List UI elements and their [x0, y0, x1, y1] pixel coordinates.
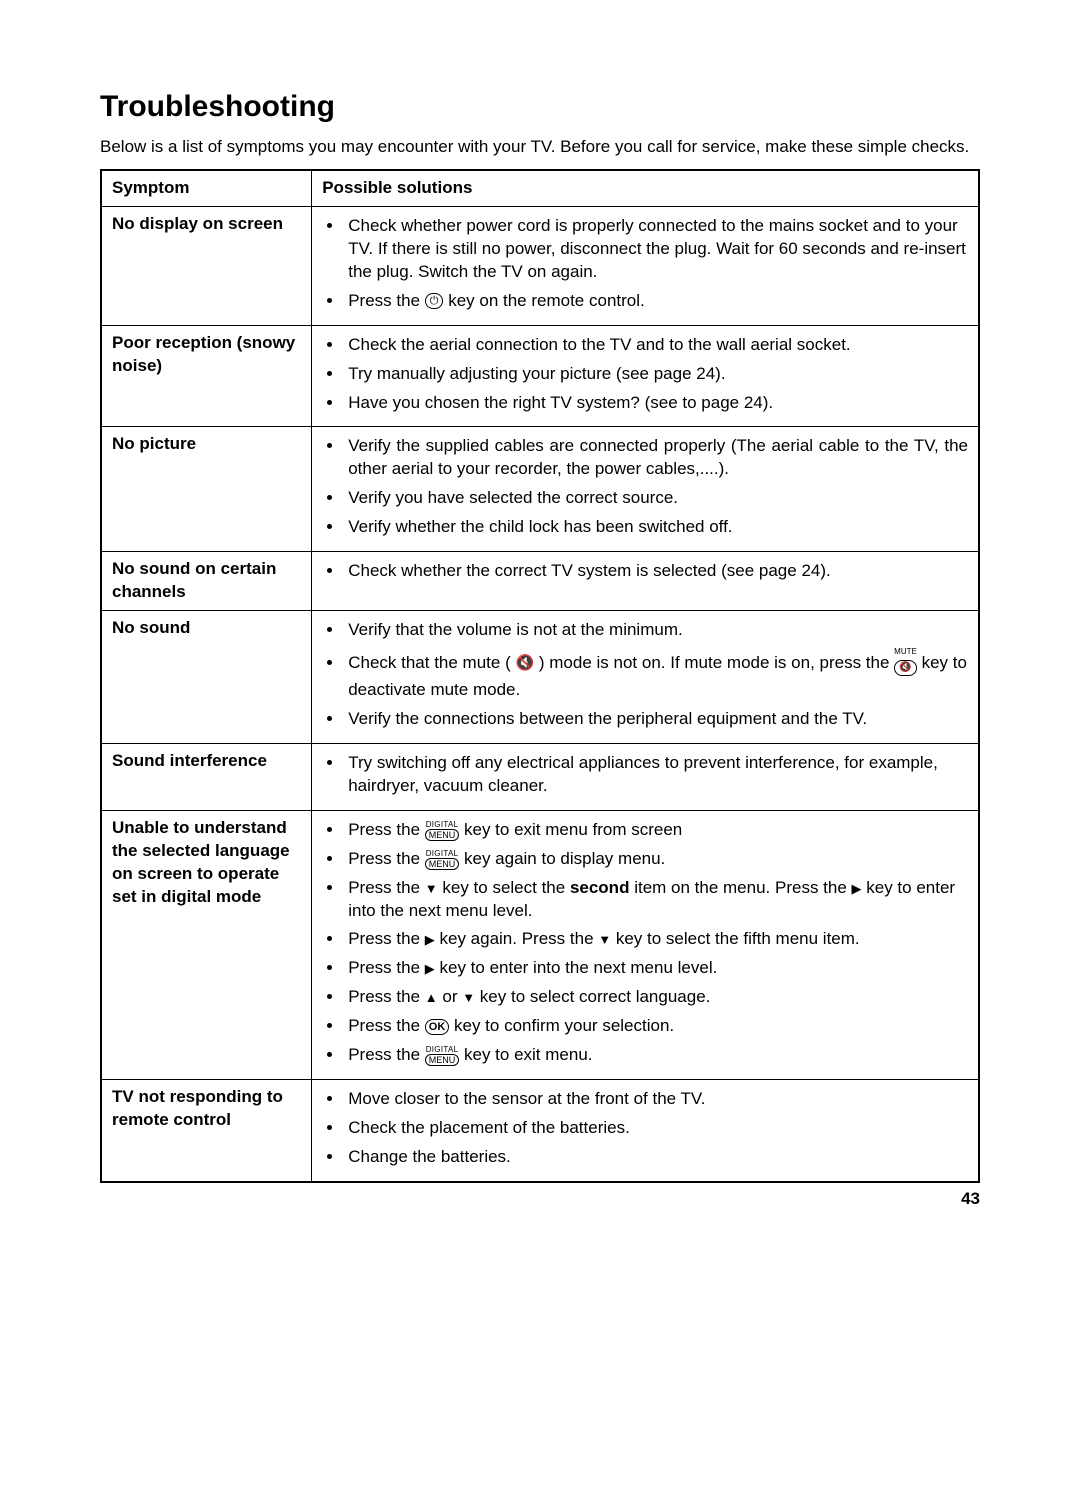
solution-item: Press the ▲ or ▼ key to select correct l…	[344, 986, 968, 1009]
solution-item: Try switching off any electrical applian…	[344, 752, 968, 798]
solution-item: Have you chosen the right TV system? (se…	[344, 392, 968, 415]
solution-item: Check the placement of the batteries.	[344, 1117, 968, 1140]
symptom-cell: No sound on certain channels	[101, 552, 312, 611]
intro-text: Below is a list of symptoms you may enco…	[100, 136, 980, 159]
solution-item: Verify that the volume is not at the min…	[344, 619, 968, 642]
solution-item: Check whether power cord is properly con…	[344, 215, 968, 284]
solution-item: Press the ▼ key to select the second ite…	[344, 877, 968, 923]
table-row: Poor reception (snowy noise) Check the ae…	[101, 325, 979, 427]
symptom-cell: Sound interference	[101, 743, 312, 810]
header-solutions: Possible solutions	[312, 170, 979, 206]
symptom-cell: No sound	[101, 611, 312, 744]
symptom-cell: Poor reception (snowy noise)	[101, 325, 312, 427]
solution-item: Try manually adjusting your picture (see…	[344, 363, 968, 386]
solution-item: Press the ▶ key again. Press the ▼ key t…	[344, 928, 968, 951]
table-row: TV not responding to remote control Move …	[101, 1080, 979, 1182]
solution-item: Press the OK key to confirm your selecti…	[344, 1015, 968, 1038]
solution-item: Press the DIGITALMENU key again to displ…	[344, 848, 968, 871]
solution-item: Check that the mute ( 🔇 ) mode is not on…	[344, 648, 968, 702]
digital-menu-key-icon: DIGITALMENU	[425, 849, 460, 870]
mute-key-icon: MUTE🔇	[894, 648, 917, 679]
solution-item: Move closer to the sensor at the front o…	[344, 1088, 968, 1111]
troubleshooting-table: Symptom Possible solutions No display on…	[100, 169, 980, 1183]
solutions-cell: Verify that the volume is not at the min…	[312, 611, 979, 744]
page-number: 43	[100, 1189, 980, 1209]
right-arrow-icon: ▶	[425, 962, 435, 975]
down-arrow-icon: ▼	[462, 991, 475, 1004]
symptom-cell: No display on screen	[101, 206, 312, 325]
solution-item: Verify the supplied cables are connected…	[344, 435, 968, 481]
symptom-cell: TV not responding to remote control	[101, 1080, 312, 1182]
solutions-cell: Check whether power cord is properly con…	[312, 206, 979, 325]
solutions-cell: Move closer to the sensor at the front o…	[312, 1080, 979, 1182]
solution-item: Verify whether the child lock has been s…	[344, 516, 968, 539]
solution-item: Change the batteries.	[344, 1146, 968, 1169]
table-row: No picture Verify the supplied cables are…	[101, 427, 979, 552]
solution-item: Verify you have selected the correct sou…	[344, 487, 968, 510]
mute-symbol-icon: 🔇	[515, 654, 534, 671]
table-row: No sound on certain channels Check whethe…	[101, 552, 979, 611]
digital-menu-key-icon: DIGITALMENU	[425, 820, 460, 841]
up-arrow-icon: ▲	[425, 991, 438, 1004]
solutions-cell: Try switching off any electrical applian…	[312, 743, 979, 810]
right-arrow-icon: ▶	[425, 933, 435, 946]
solution-item: Check whether the correct TV system is s…	[344, 560, 968, 583]
symptom-cell: No picture	[101, 427, 312, 552]
solution-item: Check the aerial connection to the TV an…	[344, 334, 968, 357]
page-title: Troubleshooting	[100, 90, 980, 124]
solution-item: Press the ⏻ key on the remote control.	[344, 290, 968, 313]
header-symptom: Symptom	[101, 170, 312, 206]
solutions-cell: Verify the supplied cables are connected…	[312, 427, 979, 552]
solution-item: Verify the connections between the perip…	[344, 708, 968, 731]
table-row: No display on screen Check whether power …	[101, 206, 979, 325]
solution-item: Press the DIGITALMENU key to exit menu.	[344, 1044, 968, 1067]
table-row: No sound Verify that the volume is not at…	[101, 611, 979, 744]
solution-item: Press the DIGITALMENU key to exit menu f…	[344, 819, 968, 842]
down-arrow-icon: ▼	[425, 882, 438, 895]
table-row: Sound interference Try switching off any …	[101, 743, 979, 810]
table-row: Unable to understand the selected langua…	[101, 810, 979, 1079]
solutions-cell: Press the DIGITALMENU key to exit menu f…	[312, 810, 979, 1079]
right-arrow-icon: ▶	[852, 882, 862, 895]
ok-key-icon: OK	[425, 1019, 450, 1035]
solutions-cell: Check whether the correct TV system is s…	[312, 552, 979, 611]
solution-item: Press the ▶ key to enter into the next m…	[344, 957, 968, 980]
digital-menu-key-icon: DIGITALMENU	[425, 1045, 460, 1066]
symptom-cell: Unable to understand the selected langua…	[101, 810, 312, 1079]
down-arrow-icon: ▼	[598, 933, 611, 946]
power-key-icon: ⏻	[425, 293, 444, 309]
solutions-cell: Check the aerial connection to the TV an…	[312, 325, 979, 427]
table-header-row: Symptom Possible solutions	[101, 170, 979, 206]
